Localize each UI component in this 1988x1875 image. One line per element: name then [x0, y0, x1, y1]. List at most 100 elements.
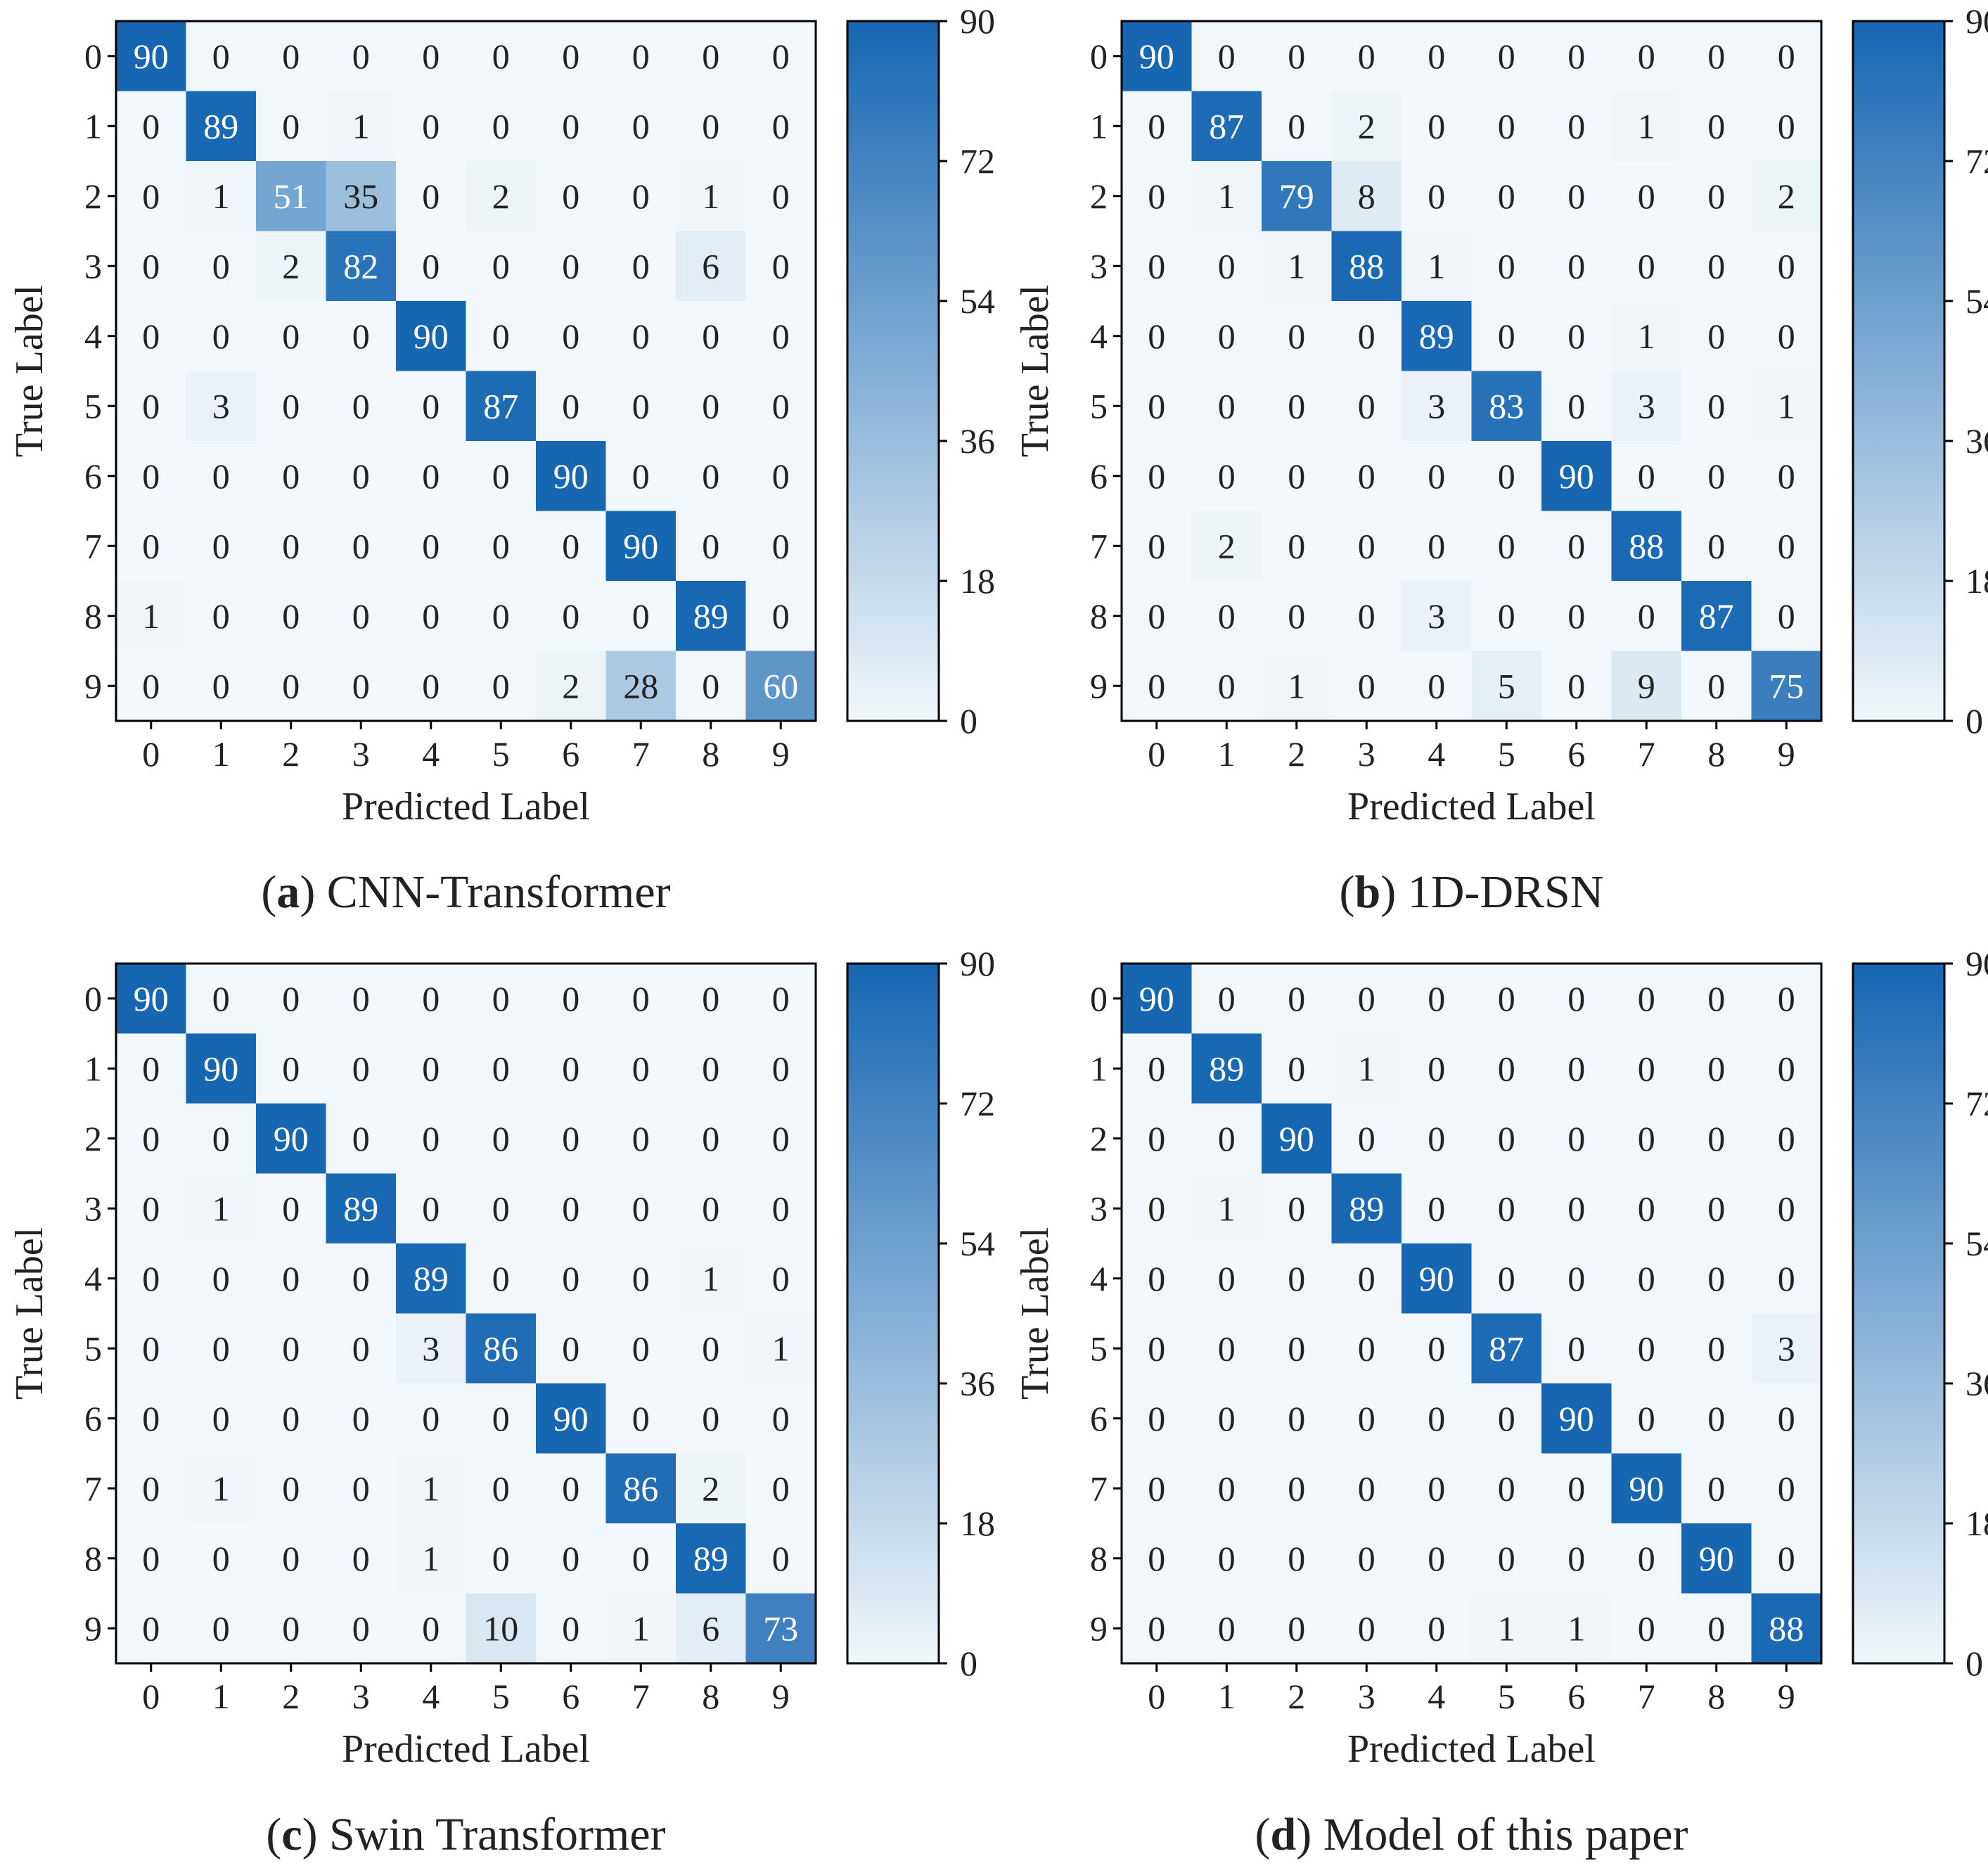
cell-value-label: 0: [492, 1539, 510, 1578]
cell-value-label: 0: [492, 979, 510, 1018]
heatmap-cell: [536, 301, 607, 372]
heatmap-cell: [605, 301, 676, 372]
heatmap-cell: [536, 1033, 607, 1104]
cell-value-label: 0: [1358, 979, 1375, 1018]
cell-value-label: 0: [1148, 1189, 1165, 1228]
heatmap-cell: [186, 371, 257, 442]
heatmap-cell: [116, 1453, 187, 1524]
cell-value-label: 0: [422, 386, 440, 425]
cell-value-label: 0: [702, 526, 719, 565]
cell-value-label: 0: [1567, 526, 1585, 565]
cell-value-label: 0: [1567, 666, 1585, 705]
heatmap-cell: [1611, 1103, 1682, 1175]
heatmap-cell: [116, 1313, 187, 1384]
cell-value-label: 0: [1358, 316, 1375, 356]
cell-value-label: 90: [1559, 456, 1594, 496]
heatmap-cell: [326, 651, 397, 722]
cell-value-label: 0: [492, 526, 510, 565]
cell-value-label: 0: [1638, 1119, 1655, 1158]
y-tick-label: 7: [84, 1468, 102, 1508]
heatmap-cell: [1541, 651, 1612, 722]
heatmap-cell: [1751, 1523, 1822, 1594]
heatmap-cell: [745, 1103, 816, 1175]
heatmap-cell: [1471, 1523, 1542, 1594]
heatmap-cell: [116, 1173, 187, 1244]
heatmap-cell: [1681, 231, 1752, 302]
cell-value-label: 0: [772, 596, 790, 636]
cell-value-label: 0: [1288, 1189, 1305, 1228]
cell-value-label: 0: [1638, 1329, 1655, 1368]
heatmap-cell: [1471, 21, 1542, 92]
heatmap-cell: [745, 91, 816, 162]
heatmap-cell: [1681, 301, 1752, 372]
heatmap-cell: [1122, 161, 1193, 232]
heatmap-cell: [186, 1383, 257, 1454]
cell-value-label: 0: [352, 526, 370, 565]
cell-value-label: 0: [562, 386, 579, 425]
heatmap-cell: [1681, 511, 1752, 582]
heatmap-cell: [1471, 371, 1542, 442]
cell-value-label: 0: [772, 386, 790, 425]
cell-value-label: 3: [212, 386, 230, 425]
cell-value-label: 0: [1288, 526, 1305, 565]
cell-value-label: 0: [772, 526, 790, 565]
heatmap-cell: [1751, 1383, 1822, 1454]
cell-value-label: 0: [422, 526, 440, 565]
heatmap-cell: [396, 1383, 467, 1454]
y-tick-label: 5: [1090, 1329, 1108, 1368]
cell-value-label: 0: [1707, 1259, 1725, 1298]
heatmap-cell: [1751, 371, 1822, 442]
heatmap-cell: [1191, 231, 1262, 302]
heatmap-cell: [1541, 1173, 1612, 1244]
cell-value-label: 1: [702, 1259, 719, 1298]
heatmap-cell: [1402, 441, 1473, 512]
heatmap-cell: [466, 441, 537, 512]
heatmap-cell: [605, 21, 676, 92]
cell-value-label: 0: [1567, 1119, 1585, 1158]
heatmap-cell: [1402, 1453, 1473, 1524]
cell-value-label: 0: [562, 1329, 579, 1368]
heatmap-cell: [1471, 91, 1542, 162]
colorbar: [1852, 962, 1946, 1665]
cell-value-label: 0: [702, 1329, 719, 1368]
cell-value-label: 0: [1638, 456, 1655, 496]
cell-value-label: 0: [562, 1539, 579, 1578]
heatmap-cell: [1681, 1173, 1752, 1244]
cell-value-label: 0: [142, 106, 160, 146]
cell-value-label: 0: [1288, 1468, 1305, 1508]
cell-value-label: 0: [1567, 316, 1585, 356]
cell-value-label: 90: [413, 316, 449, 356]
heatmap-cell: [1262, 371, 1333, 442]
colorbar-tick-label: 36: [960, 1364, 995, 1403]
cell-value-label: 0: [282, 1259, 300, 1298]
heatmap-cell: [1331, 1593, 1402, 1664]
cell-value-label: 0: [772, 979, 790, 1018]
cell-value-label: 0: [1498, 526, 1515, 565]
cell-value-label: 0: [1358, 1329, 1375, 1368]
y-tick-label: 3: [84, 1189, 102, 1228]
cell-value-label: 0: [1358, 1468, 1375, 1508]
cell-value-label: 0: [772, 246, 790, 286]
cell-value-label: 0: [1567, 1259, 1585, 1298]
cell-value-label: 1: [1288, 666, 1305, 705]
cell-value-label: 0: [1707, 526, 1725, 565]
heatmap-cell: [1122, 1523, 1193, 1594]
cell-value-label: 0: [492, 1468, 510, 1508]
x-tick-label: 8: [702, 1677, 719, 1716]
cell-value-label: 90: [1139, 37, 1174, 76]
heatmap-cell: [116, 371, 187, 442]
cell-value-label: 0: [142, 386, 160, 425]
heatmap-cell: [676, 581, 747, 652]
heatmap-cell: [326, 1103, 397, 1175]
heatmap-cell: [1681, 91, 1752, 162]
y-tick-label: 6: [1090, 456, 1108, 496]
cell-value-label: 0: [632, 1189, 650, 1228]
heatmap-cell: [1471, 651, 1542, 722]
heatmap-cell: [1681, 1103, 1752, 1175]
heatmap-cell: [186, 511, 257, 582]
cell-value-label: 1: [212, 1468, 230, 1508]
cell-value-label: 0: [1567, 246, 1585, 286]
heatmap-cell: [605, 1033, 676, 1104]
heatmap-cell: [1751, 1313, 1822, 1384]
heatmap-cell: [1541, 964, 1612, 1035]
